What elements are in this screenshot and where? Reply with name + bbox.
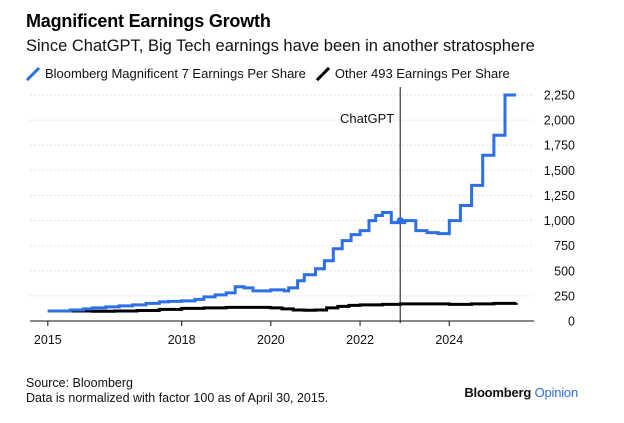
legend-label-mag7: Bloomberg Magnificent 7 Earnings Per Sha… xyxy=(45,66,306,81)
brand-accent: Opinion xyxy=(534,385,579,400)
chart-title: Magnificent Earnings Growth xyxy=(26,11,271,31)
brand-main: Bloomberg xyxy=(464,385,532,400)
legend-item-mag7: Bloomberg Magnificent 7 Earnings Per Sha… xyxy=(26,66,306,81)
y-tick-label: 500 xyxy=(554,264,575,278)
annotation: ChatGPT xyxy=(340,87,404,323)
x-tick-label: 2020 xyxy=(257,333,285,347)
x-tick-label: 2015 xyxy=(34,333,62,347)
y-tick-label: 0 xyxy=(568,315,575,329)
legend-swatch-mag7-icon xyxy=(26,66,40,81)
other-series-line xyxy=(47,301,518,313)
legend-swatch-other-icon xyxy=(315,66,330,81)
x-tick-label: 2024 xyxy=(435,333,463,347)
chatgpt-annotation-label: ChatGPT xyxy=(340,111,394,126)
x-tick-label: 2022 xyxy=(346,333,374,347)
y-tick-label: 1,750 xyxy=(544,139,575,153)
source-note: Source: Bloomberg xyxy=(26,376,134,390)
brand-logo: Bloomberg Opinion xyxy=(464,385,578,400)
y-tick-label: 2,000 xyxy=(544,114,575,128)
axes: 0 250 500 750 1,000 1,250 1,500 1,750 2,000 2,250… xyxy=(30,89,575,347)
x-tick-label: 2018 xyxy=(168,333,196,347)
legend: Bloomberg Magnificent 7 Earnings Per Sha… xyxy=(26,66,520,81)
footer: Source: Bloomberg Data is normalized wit… xyxy=(26,376,328,406)
chart-subtitle: Since ChatGPT, Big Tech earnings have be… xyxy=(26,37,535,55)
y-tick-label: 750 xyxy=(554,239,575,253)
normalization-note: Data is normalized with factor 100 as of… xyxy=(26,391,329,405)
series xyxy=(47,93,518,313)
chatgpt-point-marker xyxy=(396,217,404,225)
mag7-series-line xyxy=(47,93,517,313)
gridlines xyxy=(30,94,534,297)
y-tick-label: 250 xyxy=(554,289,575,303)
y-tick-label: 2,250 xyxy=(544,89,575,103)
y-tick-label: 1,500 xyxy=(544,164,575,178)
legend-label-other: Other 493 Earnings Per Share xyxy=(334,66,510,81)
legend-item-other: Other 493 Earnings Per Share xyxy=(315,66,510,81)
y-tick-label: 1,000 xyxy=(544,214,575,228)
y-tick-label: 1,250 xyxy=(544,189,575,203)
